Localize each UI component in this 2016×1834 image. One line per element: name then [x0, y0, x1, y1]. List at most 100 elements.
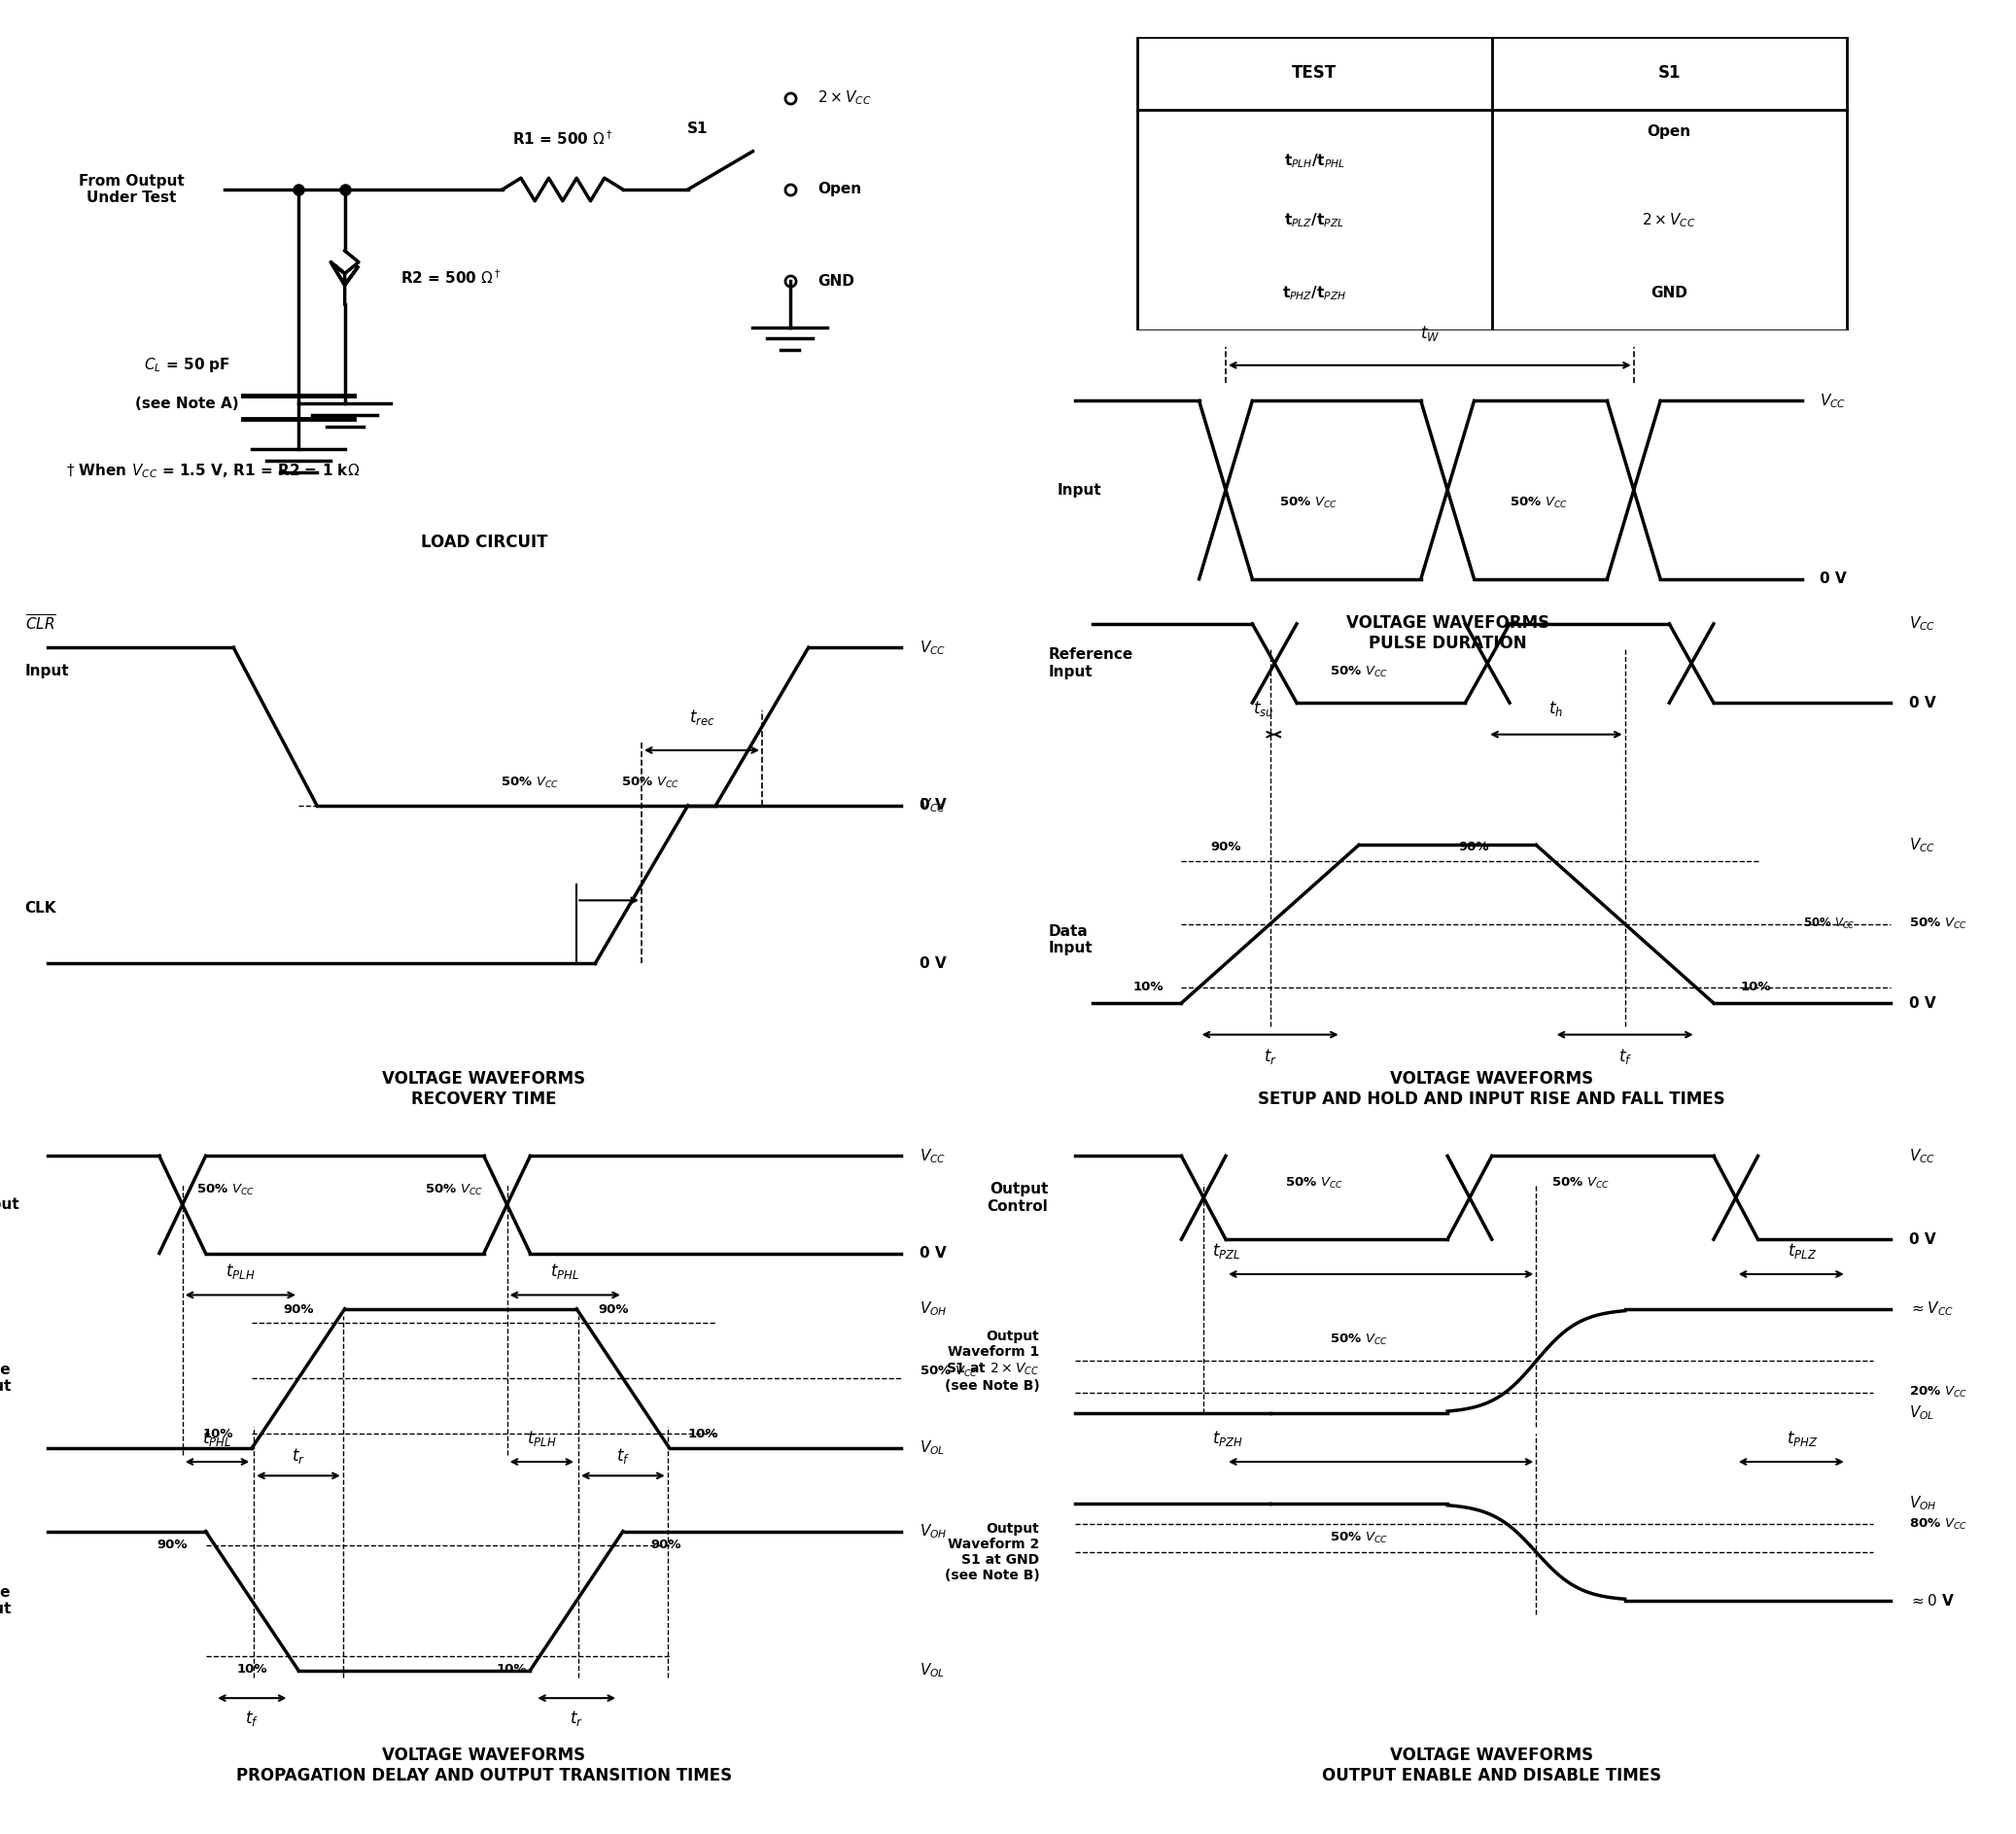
Text: $t_{PLZ}$: $t_{PLZ}$ [1788, 1242, 1816, 1260]
Text: $t_r$: $t_r$ [571, 1709, 583, 1728]
Text: $V_{CC}$: $V_{CC}$ [1909, 836, 1935, 855]
Text: VOLTAGE WAVEFORMS
PROPAGATION DELAY AND OUTPUT TRANSITION TIMES: VOLTAGE WAVEFORMS PROPAGATION DELAY AND … [236, 1746, 732, 1784]
Text: TEST: TEST [1292, 64, 1337, 83]
Text: Open: Open [818, 182, 861, 196]
Text: 50% $V_{CC}$: 50% $V_{CC}$ [1909, 917, 1968, 932]
Text: GND: GND [818, 273, 855, 288]
Text: $2 \times V_{CC}$: $2 \times V_{CC}$ [818, 88, 871, 106]
Text: 50% $V_{CC}$: 50% $V_{CC}$ [196, 1183, 254, 1198]
Text: 50% $V_{CC}$: 50% $V_{CC}$ [1278, 495, 1337, 510]
Text: $V_{CC}$: $V_{CC}$ [919, 796, 946, 814]
Text: 90%: 90% [282, 1304, 314, 1315]
Text: R2 = 500 $\Omega^\dagger$: R2 = 500 $\Omega^\dagger$ [401, 268, 502, 286]
Text: Output
Waveform 2
S1 at GND
(see Note B): Output Waveform 2 S1 at GND (see Note B) [943, 1522, 1040, 1583]
Text: 90%: 90% [1210, 840, 1242, 853]
Text: $t_{PHL}$: $t_{PHL}$ [204, 1429, 232, 1447]
Text: 10%: 10% [1133, 981, 1163, 994]
Text: $\overline{CLR}$: $\overline{CLR}$ [24, 614, 56, 633]
Text: $\approx V_{CC}$: $\approx V_{CC}$ [1909, 1300, 1954, 1319]
Text: 0 V: 0 V [919, 798, 948, 812]
Text: 50% $V_{CC}$: 50% $V_{CC}$ [425, 1183, 484, 1198]
Text: Input: Input [24, 664, 69, 679]
Text: 50% $V_{CC}$: 50% $V_{CC}$ [919, 1364, 978, 1379]
Text: VOLTAGE WAVEFORMS
OUTPUT ENABLE AND DISABLE TIMES: VOLTAGE WAVEFORMS OUTPUT ENABLE AND DISA… [1322, 1746, 1661, 1784]
Text: 80% $V_{CC}$: 80% $V_{CC}$ [1909, 1517, 1968, 1531]
Text: $t_f$: $t_f$ [617, 1445, 629, 1465]
Text: 50% $V_{CC}$: 50% $V_{CC}$ [500, 776, 560, 790]
Text: Open: Open [1647, 125, 1691, 139]
Text: $V_{CC}$: $V_{CC}$ [919, 638, 946, 657]
Text: GND: GND [1651, 286, 1687, 301]
Text: 0 V: 0 V [1820, 572, 1847, 587]
Text: $\dagger$ When $V_{CC}$ = 1.5 V, R1 = R2 = 1 k$\Omega$: $\dagger$ When $V_{CC}$ = 1.5 V, R1 = R2… [67, 462, 361, 481]
Text: $t_{PLH}$: $t_{PLH}$ [226, 1262, 256, 1282]
Text: $2 \times V_{CC}$: $2 \times V_{CC}$ [1643, 211, 1695, 229]
Text: $\approx 0$ V: $\approx 0$ V [1909, 1594, 1956, 1608]
Text: t$_{PLH}$/t$_{PHL}$: t$_{PLH}$/t$_{PHL}$ [1284, 152, 1345, 171]
Text: $t_W$: $t_W$ [1419, 323, 1439, 343]
Text: $t_h$: $t_h$ [1548, 699, 1564, 719]
Text: $t_{PHZ}$: $t_{PHZ}$ [1786, 1429, 1818, 1447]
Text: (see Note A): (see Note A) [135, 396, 240, 411]
Text: $t_f$: $t_f$ [1619, 1047, 1631, 1066]
Text: 10%: 10% [496, 1663, 526, 1676]
Text: Data
Input: Data Input [1048, 924, 1093, 956]
Text: 50% $V_{CC}$: 50% $V_{CC}$ [1329, 664, 1389, 679]
Text: 90%: 90% [599, 1304, 629, 1315]
Text: 50% $V_{CC}$: 50% $V_{CC}$ [1510, 495, 1568, 510]
FancyBboxPatch shape [1137, 37, 1847, 330]
Text: 0 V: 0 V [1909, 695, 1935, 710]
Text: 50% $V_{CC}$: 50% $V_{CC}$ [621, 776, 679, 790]
Text: 50% $V_{CC}$: 50% $V_{CC}$ [1329, 1333, 1389, 1348]
Text: 0 V: 0 V [1909, 996, 1935, 1011]
Text: t$_{PHZ}$/t$_{PZH}$: t$_{PHZ}$/t$_{PZH}$ [1282, 284, 1347, 303]
Text: LOAD CIRCUIT: LOAD CIRCUIT [421, 534, 546, 550]
Text: Output
Waveform 1
S1 at $2 \times V_{CC}$
(see Note B): Output Waveform 1 S1 at $2 \times V_{CC}… [943, 1330, 1040, 1392]
Text: $V_{CC}$: $V_{CC}$ [1909, 614, 1935, 633]
Text: $V_{OL}$: $V_{OL}$ [919, 1662, 946, 1680]
Text: $t_r$: $t_r$ [1264, 1047, 1276, 1066]
Text: $t_r$: $t_r$ [292, 1445, 304, 1465]
Text: 10%: 10% [1740, 981, 1770, 994]
Text: $V_{OH}$: $V_{OH}$ [919, 1300, 948, 1319]
Text: $V_{CC}$: $V_{CC}$ [1909, 1146, 1935, 1165]
Text: 0 V: 0 V [919, 956, 948, 970]
Text: 50% $V_{CC}$: 50% $V_{CC}$ [1550, 1176, 1611, 1190]
Text: 20% $V_{CC}$: 20% $V_{CC}$ [1909, 1385, 1968, 1399]
Text: Input: Input [0, 1198, 20, 1212]
Text: 90%: 90% [1460, 840, 1490, 853]
Text: $t_{su}$: $t_{su}$ [1254, 699, 1274, 719]
Text: $t_{rec}$: $t_{rec}$ [689, 708, 716, 726]
Text: 50% $V_{CC}$: 50% $V_{CC}$ [1329, 1531, 1389, 1546]
Text: Out-of-Phase
Output: Out-of-Phase Output [0, 1585, 10, 1616]
Text: $V_{OH}$: $V_{OH}$ [1909, 1495, 1937, 1513]
Text: S1: S1 [687, 121, 708, 136]
Text: 0 V: 0 V [1909, 1232, 1935, 1247]
Text: VOLTAGE WAVEFORMS
RECOVERY TIME: VOLTAGE WAVEFORMS RECOVERY TIME [383, 1071, 585, 1108]
Text: CLK: CLK [24, 900, 56, 915]
Text: Input: Input [1056, 482, 1101, 497]
Text: $V_{CC}$: $V_{CC}$ [1820, 392, 1847, 411]
Text: VOLTAGE WAVEFORMS
PULSE DURATION: VOLTAGE WAVEFORMS PULSE DURATION [1347, 614, 1548, 653]
Text: $V_{OH}$: $V_{OH}$ [919, 1522, 948, 1541]
Text: $t_{PLH}$: $t_{PLH}$ [526, 1429, 556, 1447]
Text: $V_{OL}$: $V_{OL}$ [1909, 1405, 1933, 1421]
Text: $V_{OL}$: $V_{OL}$ [919, 1440, 946, 1456]
Text: From Output
Under Test: From Output Under Test [79, 174, 183, 205]
Text: 90%: 90% [157, 1539, 187, 1552]
Text: $C_L$ = 50 pF: $C_L$ = 50 pF [143, 356, 230, 374]
Text: 0 V: 0 V [919, 1245, 948, 1260]
Text: $V_{CC}$: $V_{CC}$ [919, 1146, 946, 1165]
Text: S1: S1 [1657, 64, 1681, 83]
Text: Output
Control: Output Control [988, 1181, 1048, 1214]
Text: R1 = 500 $\Omega^\dagger$: R1 = 500 $\Omega^\dagger$ [512, 130, 613, 147]
Text: $t_f$: $t_f$ [246, 1709, 258, 1728]
Text: In-Phase
Output: In-Phase Output [0, 1363, 10, 1394]
Text: 10%: 10% [236, 1663, 268, 1676]
Text: t$_{PLZ}$/t$_{PZL}$: t$_{PLZ}$/t$_{PZL}$ [1284, 211, 1345, 229]
Text: $t_{PZH}$: $t_{PZH}$ [1212, 1429, 1244, 1447]
Text: 10%: 10% [687, 1427, 718, 1440]
Text: VOLTAGE WAVEFORMS
SETUP AND HOLD AND INPUT RISE AND FALL TIMES: VOLTAGE WAVEFORMS SETUP AND HOLD AND INP… [1258, 1071, 1726, 1108]
Text: 50% $V_{CC}$: 50% $V_{CC}$ [1802, 917, 1855, 932]
Text: 10%: 10% [204, 1427, 234, 1440]
